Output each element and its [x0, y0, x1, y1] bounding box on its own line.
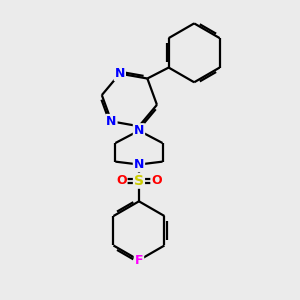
Text: N: N [115, 67, 125, 80]
Text: O: O [151, 174, 162, 187]
Text: N: N [106, 115, 117, 128]
Text: O: O [116, 174, 127, 187]
Text: N: N [134, 158, 144, 171]
Text: S: S [134, 174, 144, 188]
Text: N: N [134, 124, 144, 137]
Text: F: F [135, 254, 143, 267]
